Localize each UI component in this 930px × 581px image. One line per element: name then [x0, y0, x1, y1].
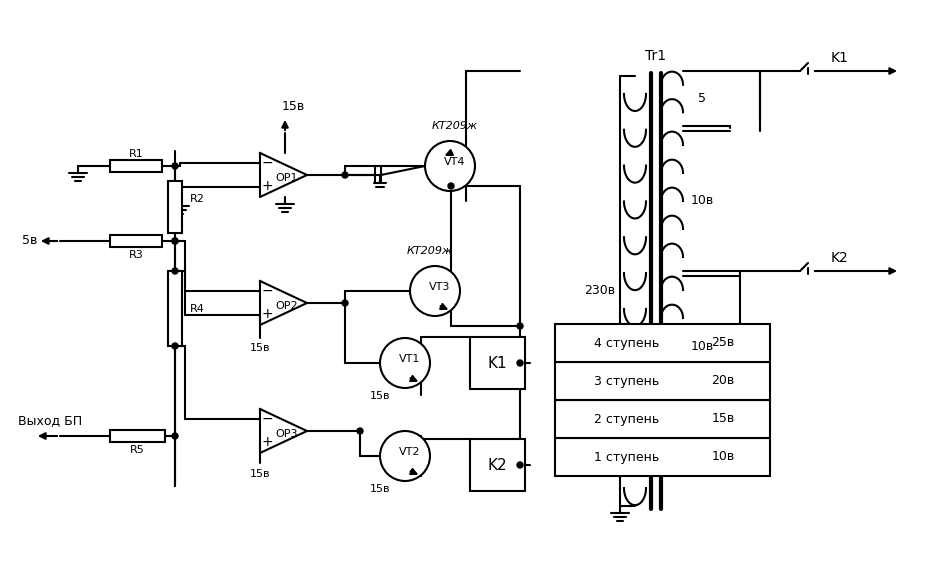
- Circle shape: [517, 360, 523, 366]
- Bar: [110, 430, 165, 442]
- Bar: [110, 160, 162, 172]
- Text: 2 ступень: 2 ступень: [594, 413, 659, 425]
- Text: R2: R2: [190, 193, 205, 203]
- Text: VT3: VT3: [430, 282, 451, 292]
- Bar: [168, 181, 182, 233]
- Bar: [555, 324, 770, 362]
- Text: 5в: 5в: [22, 235, 38, 248]
- Text: 230в: 230в: [584, 285, 616, 297]
- Text: +: +: [261, 179, 272, 193]
- Text: 15в: 15в: [282, 101, 305, 113]
- Text: 15в: 15в: [370, 484, 391, 494]
- Text: 10в: 10в: [690, 339, 713, 353]
- Text: VT2: VT2: [399, 447, 420, 457]
- Circle shape: [448, 183, 454, 189]
- Text: 10в: 10в: [690, 195, 713, 207]
- Bar: [470, 439, 525, 491]
- Circle shape: [172, 433, 178, 439]
- Text: K2: K2: [831, 251, 849, 265]
- Text: VT4: VT4: [445, 157, 466, 167]
- Text: 1 ступень: 1 ступень: [594, 450, 659, 464]
- Circle shape: [410, 266, 460, 316]
- Text: K2: K2: [487, 457, 507, 472]
- Bar: [168, 271, 182, 346]
- Circle shape: [172, 238, 178, 244]
- Text: −: −: [261, 412, 272, 426]
- Text: R1: R1: [128, 149, 143, 159]
- Text: 20в: 20в: [711, 375, 735, 388]
- Text: 15в: 15в: [711, 413, 735, 425]
- Circle shape: [517, 462, 523, 468]
- Text: 5: 5: [698, 92, 706, 105]
- Text: 15в: 15в: [370, 391, 391, 401]
- Text: 25в: 25в: [711, 336, 735, 350]
- Circle shape: [425, 141, 475, 191]
- Text: −: −: [261, 284, 272, 298]
- Text: 15в: 15в: [250, 343, 271, 353]
- Text: R3: R3: [128, 250, 143, 260]
- Text: +: +: [261, 307, 272, 321]
- Text: VT1: VT1: [399, 354, 420, 364]
- Bar: [555, 400, 770, 438]
- Circle shape: [380, 431, 430, 481]
- Text: R4: R4: [190, 303, 205, 314]
- Text: КТ209ж: КТ209ж: [432, 121, 478, 131]
- Text: 15в: 15в: [250, 469, 271, 479]
- Text: −: −: [261, 156, 272, 170]
- Circle shape: [172, 238, 178, 244]
- Circle shape: [342, 300, 348, 306]
- Text: 4 ступень: 4 ступень: [594, 336, 659, 350]
- Text: 3 ступень: 3 ступень: [594, 375, 659, 388]
- Bar: [110, 235, 162, 247]
- Text: OP2: OP2: [275, 301, 299, 311]
- Text: Tr1: Tr1: [645, 49, 667, 63]
- Circle shape: [380, 338, 430, 388]
- Text: 10в: 10в: [711, 450, 735, 464]
- Text: +: +: [261, 435, 272, 449]
- Text: R5: R5: [129, 445, 144, 455]
- Circle shape: [172, 163, 178, 169]
- Text: K1: K1: [831, 51, 849, 65]
- Text: Выход БП: Выход БП: [18, 414, 82, 428]
- Text: КТ209ж: КТ209ж: [407, 246, 453, 256]
- Circle shape: [517, 323, 523, 329]
- Circle shape: [357, 428, 363, 434]
- Text: OP1: OP1: [276, 173, 299, 183]
- Bar: [555, 362, 770, 400]
- Bar: [555, 438, 770, 476]
- Circle shape: [172, 343, 178, 349]
- Circle shape: [342, 172, 348, 178]
- Text: K1: K1: [487, 356, 507, 371]
- Bar: [470, 337, 525, 389]
- Circle shape: [172, 268, 178, 274]
- Text: OP3: OP3: [276, 429, 299, 439]
